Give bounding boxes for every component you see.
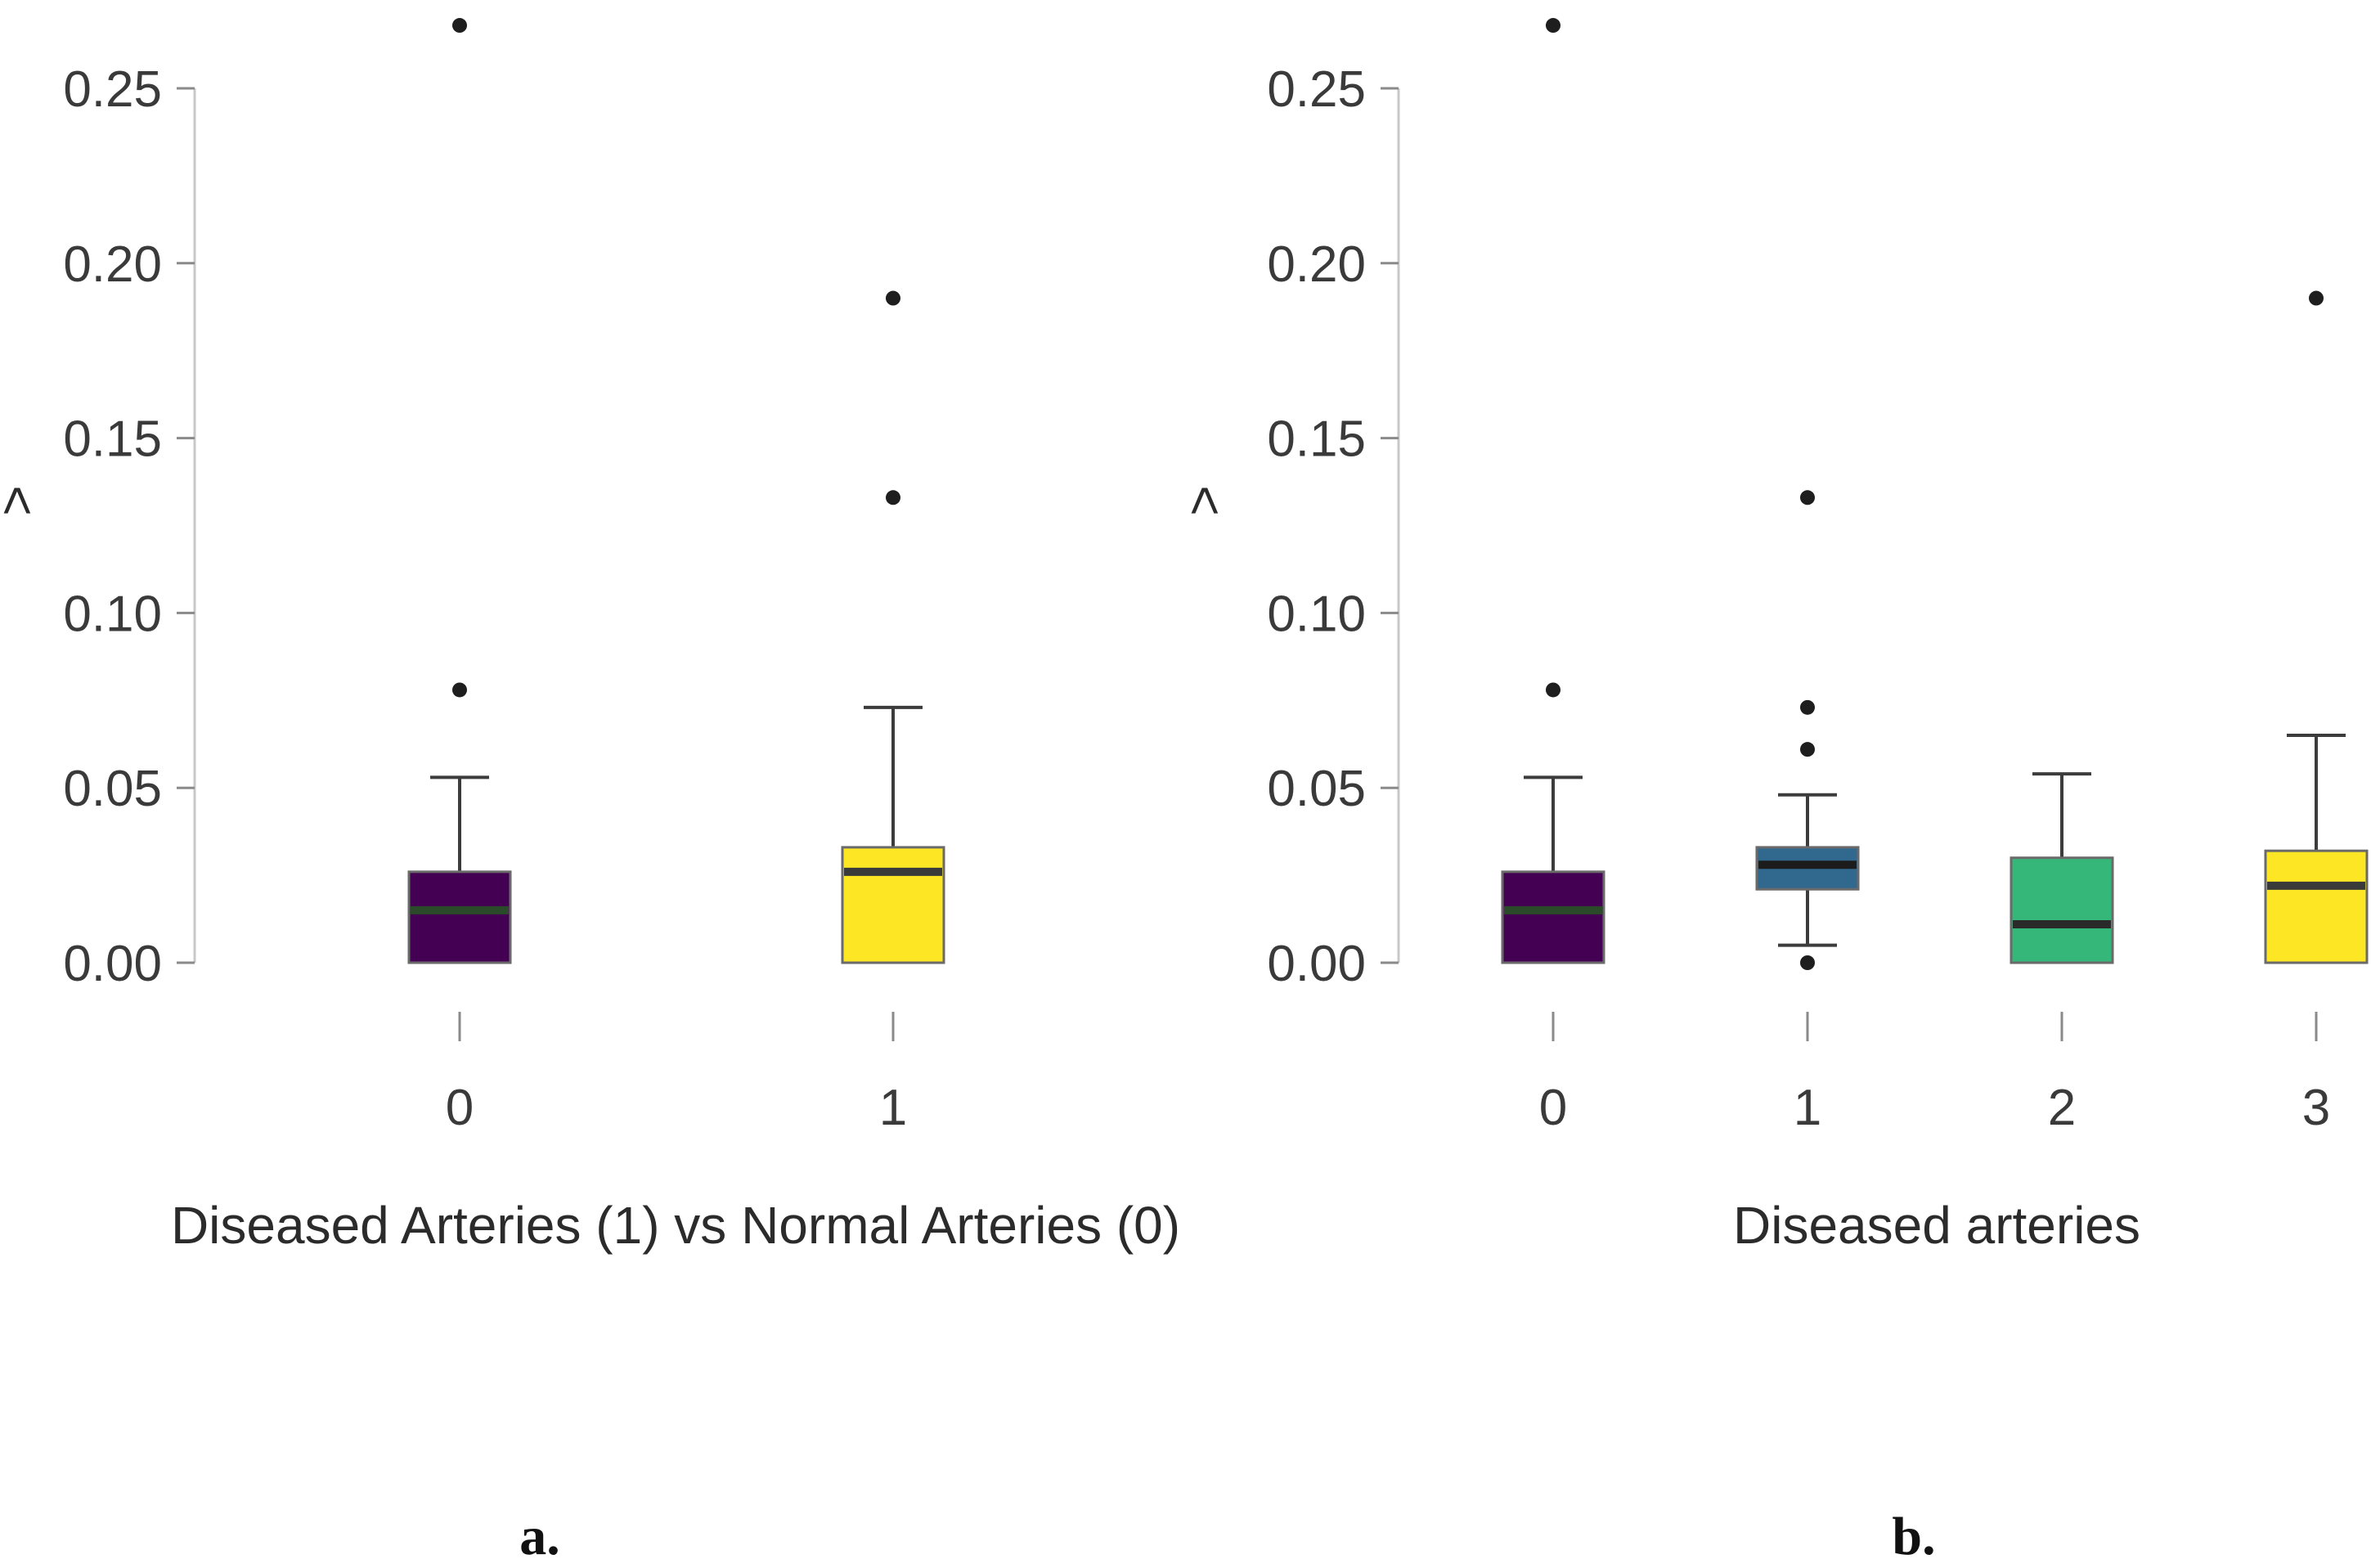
panel-b-outlier-0 (1546, 682, 1560, 698)
panel-a-y-tick-label: 0.10 (63, 586, 162, 642)
panel-a-xlabel: Diseased Arteries (1) vs Normal Arteries… (171, 1196, 1180, 1255)
panel-a-outlier-1 (886, 290, 900, 306)
panel-b-y-tick-label: 0.25 (1267, 61, 1366, 118)
panel-a-y-tick-label: 0.20 (63, 236, 162, 293)
panel-b-y-tick-label: 0.00 (1267, 936, 1366, 992)
panel-a: 0.00 0.05 0.10 0.15 0.20 0.25 >0 1 (0, 18, 945, 1136)
panel-b-outlier-3 (2309, 290, 2324, 306)
panel-a-label: a. (519, 1507, 560, 1566)
panel-b-y-tick-label: 0.10 (1267, 586, 1366, 642)
panel-a-outlier-0 (452, 682, 467, 698)
panel-b-outlier-1 (1800, 742, 1815, 757)
panel-a-x-tick-label: 1 (879, 1080, 907, 1136)
panel-b-box-0 (1501, 870, 1605, 964)
panel-b-label: b. (1892, 1507, 1935, 1566)
panel-b-outlier-1 (1800, 490, 1815, 505)
panel-a-outlier-1 (886, 490, 900, 505)
panel-b: 0.00 0.05 0.10 0.15 0.20 0.25 >0 1 2 3 (1174, 18, 2369, 1136)
panel-b-x-tick-label: 2 (2048, 1080, 2076, 1136)
panel-a-y-tick-label: 0.05 (63, 761, 162, 817)
panel-b-box-3 (2264, 849, 2369, 964)
panel-b-y-tick-label: 0.15 (1267, 411, 1366, 468)
panel-b-xlabel: Diseased arteries (1733, 1196, 2140, 1255)
panel-a-box-1 (841, 846, 945, 964)
panel-b-x-tick-label: 1 (1794, 1080, 1821, 1136)
panel-b-outlier-0 (1546, 18, 1560, 34)
panel-b-outlier-1 (1800, 955, 1815, 970)
panel-a-y-tick-label: 0.00 (63, 936, 162, 992)
panel-a-box-0 (407, 870, 512, 964)
panel-a-y-tick-label: 0.15 (63, 411, 162, 468)
panel-b-y-tick-label: 0.05 (1267, 761, 1366, 817)
panel-a-outlier-0 (452, 18, 467, 34)
panel-b-x-tick-label: 3 (2302, 1080, 2330, 1136)
panel-a-y-tick-label: 0.25 (63, 61, 162, 118)
panel-b-x-tick-label: 0 (1539, 1080, 1567, 1136)
panel-b-outlier-1 (1800, 699, 1815, 715)
panel-a-ylabel: > (0, 485, 46, 515)
panel-b-ylabel: > (1174, 485, 1233, 515)
panel-a-x-tick-label: 0 (446, 1080, 474, 1136)
panel-b-y-tick-label: 0.20 (1267, 236, 1366, 293)
panel-b-box-2 (2010, 856, 2114, 964)
